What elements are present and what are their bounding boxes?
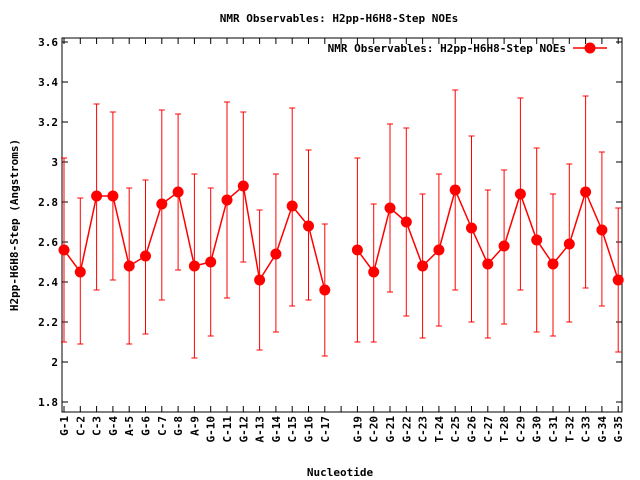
x-tick-label: G-8 [172,416,185,436]
data-point [498,240,510,252]
x-tick-label: G-19 [351,416,364,443]
x-tick-label: T-28 [498,416,511,443]
y-tick-label: 2 [51,356,58,369]
data-point [400,216,412,228]
data-point [482,258,494,270]
data-point [531,234,543,246]
x-tick-label: G-10 [205,416,218,443]
y-tick-label: 2.8 [38,196,58,209]
data-point [514,188,526,200]
x-tick-label: C-2 [74,416,87,436]
y-tick-label: 3 [51,156,58,169]
y-tick-label: 3.4 [38,76,58,89]
data-point [107,190,119,202]
x-tick-label: G-4 [107,416,120,436]
error-bars [61,89,622,359]
x-tick-label: G-14 [270,416,283,443]
y-tick-label: 3.6 [38,36,58,49]
data-point [303,220,314,232]
data-point [563,238,575,250]
x-tick-label: A-13 [254,416,267,443]
y-tick-label: 3.2 [38,116,58,129]
data-point [547,258,559,270]
y-tick-label: 1.8 [38,396,58,409]
data-point [319,284,331,296]
x-tick-label: C-33 [580,416,593,443]
x-axis-label: Nucleotide [307,466,374,479]
x-tick-label: C-25 [449,416,462,443]
x-tick-label: G-6 [140,416,153,436]
data-point [612,274,624,286]
data-point [368,266,380,278]
legend-marker [584,42,596,54]
y-axis: 1.8 2 2.2 2.4 2.6 2.8 3 3.2 3.4 3.6 [38,36,622,409]
x-tick-label: C-31 [547,416,560,443]
y-axis-label: H2pp-H6H8-Step (Angstroms) [8,139,21,311]
x-tick-label: G-26 [466,416,479,443]
data-point [286,200,298,212]
x-tick-label: G-22 [400,416,413,443]
x-tick-label: G-16 [303,416,316,443]
x-tick-label: T-24 [433,416,446,443]
x-tick-label: A-9 [188,416,201,436]
x-tick-label: C-29 [514,416,527,443]
y-tick-label: 2.6 [38,236,58,249]
x-tick-label: G-1 [58,416,71,436]
x-tick-label: A-5 [123,416,136,436]
x-tick-label: C-17 [319,416,332,443]
x-tick-label: C-20 [368,416,381,443]
x-tick-label: G-30 [531,416,544,443]
x-tick-label: G-35 [612,416,625,443]
data-point [466,222,477,234]
x-tick-label: C-23 [417,416,430,443]
legend: NMR Observables: H2pp-H6H8-Step NOEs [328,42,607,55]
data-point [417,260,429,272]
data-point [254,274,266,286]
x-tick-label: G-21 [384,416,397,443]
x-tick-label: C-27 [482,416,495,443]
data-point [237,180,249,192]
x-tick-label: T-32 [563,416,576,443]
y-tick-label: 2.4 [38,276,58,289]
x-tick-label: G-12 [237,416,250,443]
legend-label: NMR Observables: H2pp-H6H8-Step NOEs [328,42,566,55]
data-point [221,194,233,206]
data-point [156,198,168,210]
plot-frame [61,37,623,413]
data-point [449,184,461,196]
x-tick-label: C-7 [156,416,169,436]
data-point [123,260,135,272]
chart-title: NMR Observables: H2pp-H6H8-Step NOEs [220,12,458,25]
data-point [384,202,396,214]
data-point [433,244,445,256]
x-tick-label: C-3 [91,416,104,436]
data-point [205,256,217,268]
data-point [580,186,592,198]
x-tick-label: C-11 [221,416,234,443]
data-point [74,266,86,278]
y-tick-label: 2.2 [38,316,58,329]
data-point [270,248,282,260]
x-tick-label: G-34 [596,416,609,443]
data-point [58,244,70,256]
data-point [351,244,363,256]
x-axis: G-1 C-2 C-3 G-4 A-5 G-6 C-7 G-8 A-9 G-10 C-11 G-12 A… [58,38,625,443]
data-point [596,224,608,236]
data-point [91,190,103,202]
data-point [140,250,151,262]
data-point [188,260,200,272]
x-tick-label: C-15 [286,416,299,443]
data-point [172,186,184,198]
series-points [58,180,624,296]
